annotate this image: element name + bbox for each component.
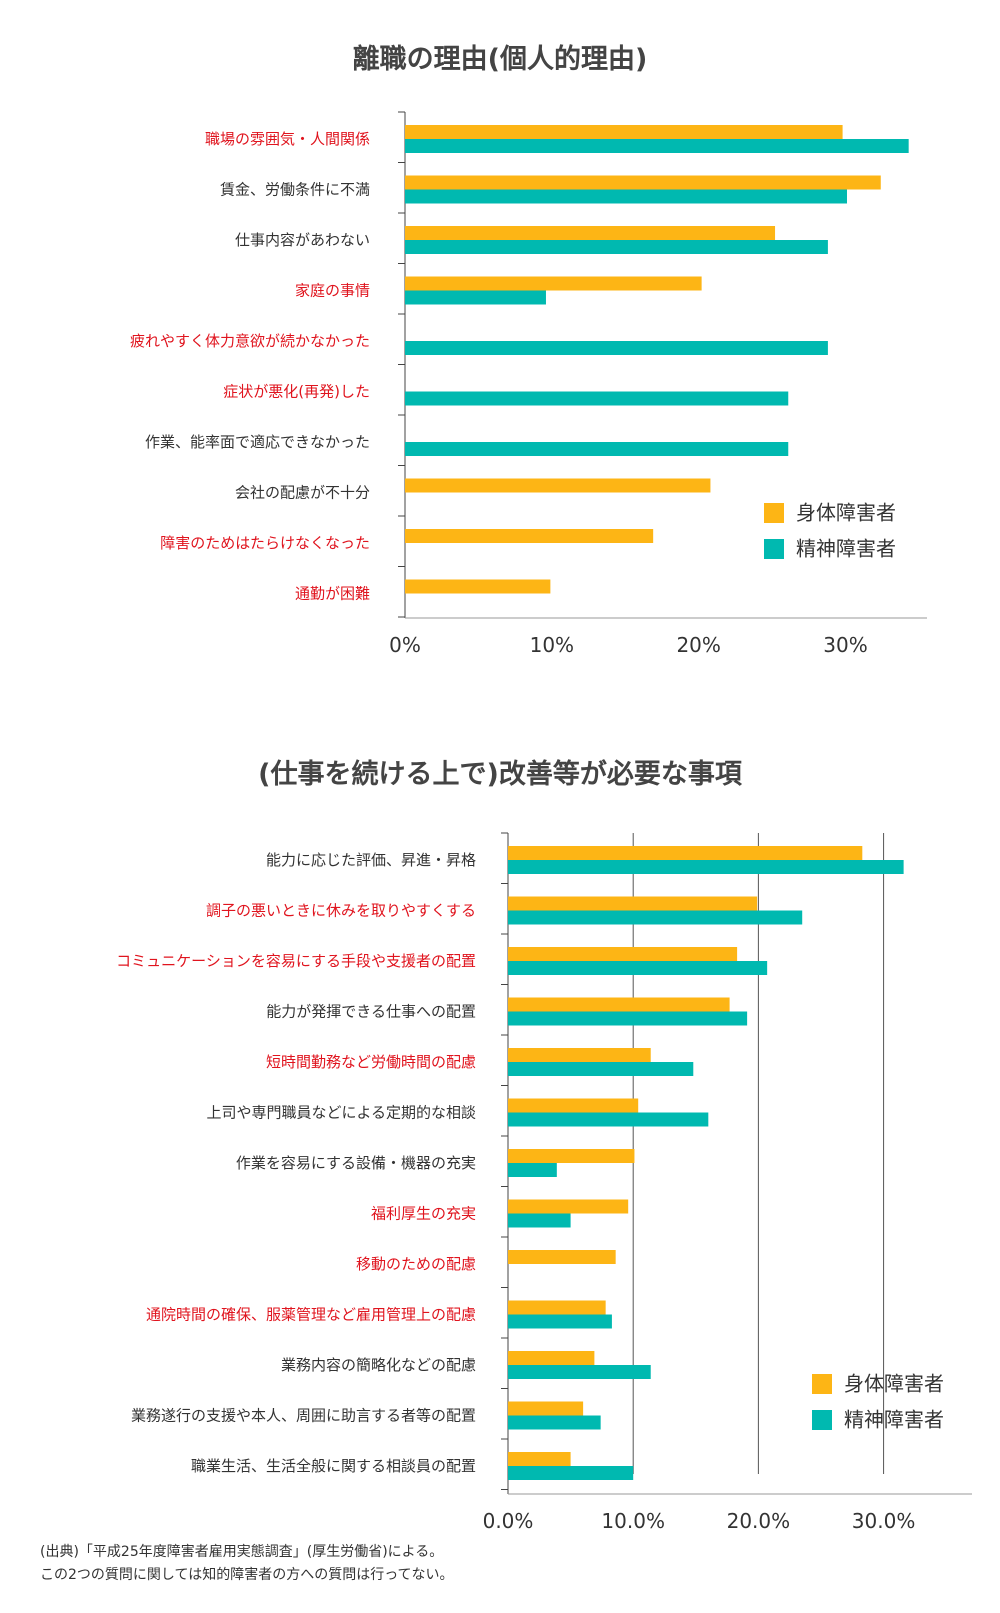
bar-physical — [405, 125, 843, 139]
footnote-remark: この2つの質問に関しては知的障害者の方への質問は行ってない。 — [40, 1567, 454, 1583]
category-label: 作業を容易にする設備・機器の充実 — [236, 1154, 476, 1172]
bar-physical — [508, 1351, 595, 1365]
bar-mental — [508, 1213, 571, 1228]
footnote-source: (出典)「平成25年度障害者雇用実態調査」(厚生労働省)による。 — [40, 1544, 444, 1560]
bar-physical — [508, 997, 730, 1012]
legend-label-physical: 身体障害者 — [844, 1372, 944, 1396]
x-tick-label: 20.0% — [727, 1509, 791, 1533]
category-label: 能力に応じた評価、昇進・昇格 — [266, 851, 476, 869]
legend-swatch-physical — [764, 503, 784, 523]
bar-mental — [508, 910, 803, 925]
bar-mental — [508, 1466, 634, 1480]
x-tick-label: 10.0% — [601, 1509, 665, 1533]
category-label: 福利厚生の充実 — [371, 1204, 476, 1222]
bar-physical — [405, 478, 711, 493]
category-label: 疲れやすく体力意欲が続かなかった — [130, 332, 370, 350]
bar-mental — [405, 442, 789, 456]
category-label: 上司や専門職員などによる定期的な相談 — [206, 1103, 476, 1121]
bar-physical — [508, 1401, 584, 1416]
category-label: 通勤が困難 — [295, 584, 370, 602]
category-label: 賃金、労働条件に不満 — [220, 180, 370, 198]
bar-mental — [405, 341, 828, 355]
category-label: 障害のためはたらけなくなった — [160, 534, 370, 552]
bar-physical — [405, 175, 881, 190]
bar-physical — [508, 1452, 571, 1466]
legend-swatch-mental — [764, 539, 784, 559]
chart-title-2: (仕事を続ける上で)改善等が必要な事項 — [258, 758, 743, 790]
bar-mental — [405, 391, 789, 406]
bar-physical — [405, 579, 551, 594]
category-label: 業務遂行の支援や本人、周囲に助言する者等の配置 — [131, 1406, 476, 1424]
category-label: 仕事内容があわない — [235, 231, 370, 249]
bar-mental — [405, 139, 909, 153]
category-label: 能力が発揮できる仕事への配置 — [266, 1002, 476, 1020]
bar-physical — [508, 1199, 629, 1214]
bar-mental — [405, 189, 847, 204]
legend-label-mental: 精神障害者 — [796, 537, 896, 561]
category-label: 会社の配慮が不十分 — [235, 483, 370, 501]
bar-mental — [508, 1365, 651, 1379]
bar-physical — [508, 1098, 639, 1113]
category-label: 業務内容の簡略化などの配慮 — [281, 1356, 476, 1374]
x-tick-label: 20% — [676, 633, 720, 657]
bar-physical — [405, 529, 654, 543]
bar-mental — [508, 1011, 748, 1026]
bar-mental — [508, 1062, 694, 1076]
x-tick-label: 10% — [530, 633, 574, 657]
bar-physical — [508, 896, 758, 911]
bar-physical — [508, 846, 863, 860]
category-label: 作業、能率面で適応できなかった — [145, 433, 370, 451]
category-label: 症状が悪化(再発)した — [223, 382, 370, 400]
legend-swatch-mental — [812, 1410, 832, 1430]
legend-label-mental: 精神障害者 — [844, 1408, 944, 1432]
bar-physical — [405, 276, 702, 291]
x-tick-label: 0.0% — [483, 1509, 534, 1533]
bar-mental — [508, 1163, 557, 1177]
x-tick-label: 30% — [823, 633, 867, 657]
legend-swatch-physical — [812, 1374, 832, 1394]
bar-physical — [508, 1149, 635, 1163]
category-label: 短時間勤務など労働時間の配慮 — [266, 1053, 476, 1071]
bar-physical — [508, 1300, 606, 1315]
bar-mental — [508, 860, 904, 874]
category-label: 職場の雰囲気・人間関係 — [205, 130, 370, 148]
category-label: 調子の悪いときに休みを取りやすくする — [206, 901, 476, 919]
bar-mental — [405, 240, 828, 254]
bar-mental — [508, 1112, 709, 1127]
category-label: 通院時間の確保、服薬管理など雇用管理上の配慮 — [146, 1305, 476, 1323]
bar-physical — [508, 947, 738, 961]
bar-physical — [508, 1250, 616, 1264]
bar-physical — [508, 1048, 651, 1062]
category-label: 家庭の事情 — [295, 281, 370, 299]
category-label: 職業生活、生活全般に関する相談員の配置 — [191, 1457, 476, 1475]
bar-mental — [508, 961, 768, 975]
category-label: 移動のための配慮 — [356, 1255, 476, 1273]
chart-title-1: 離職の理由(個人的理由) — [353, 43, 648, 75]
x-tick-label: 0% — [389, 633, 421, 657]
x-tick-label: 30.0% — [852, 1509, 916, 1533]
bar-mental — [405, 290, 546, 305]
bar-mental — [508, 1415, 601, 1430]
bar-mental — [508, 1314, 612, 1329]
category-label: コミュニケーションを容易にする手段や支援者の配置 — [116, 952, 476, 970]
legend-label-physical: 身体障害者 — [796, 501, 896, 525]
bar-physical — [405, 226, 776, 240]
